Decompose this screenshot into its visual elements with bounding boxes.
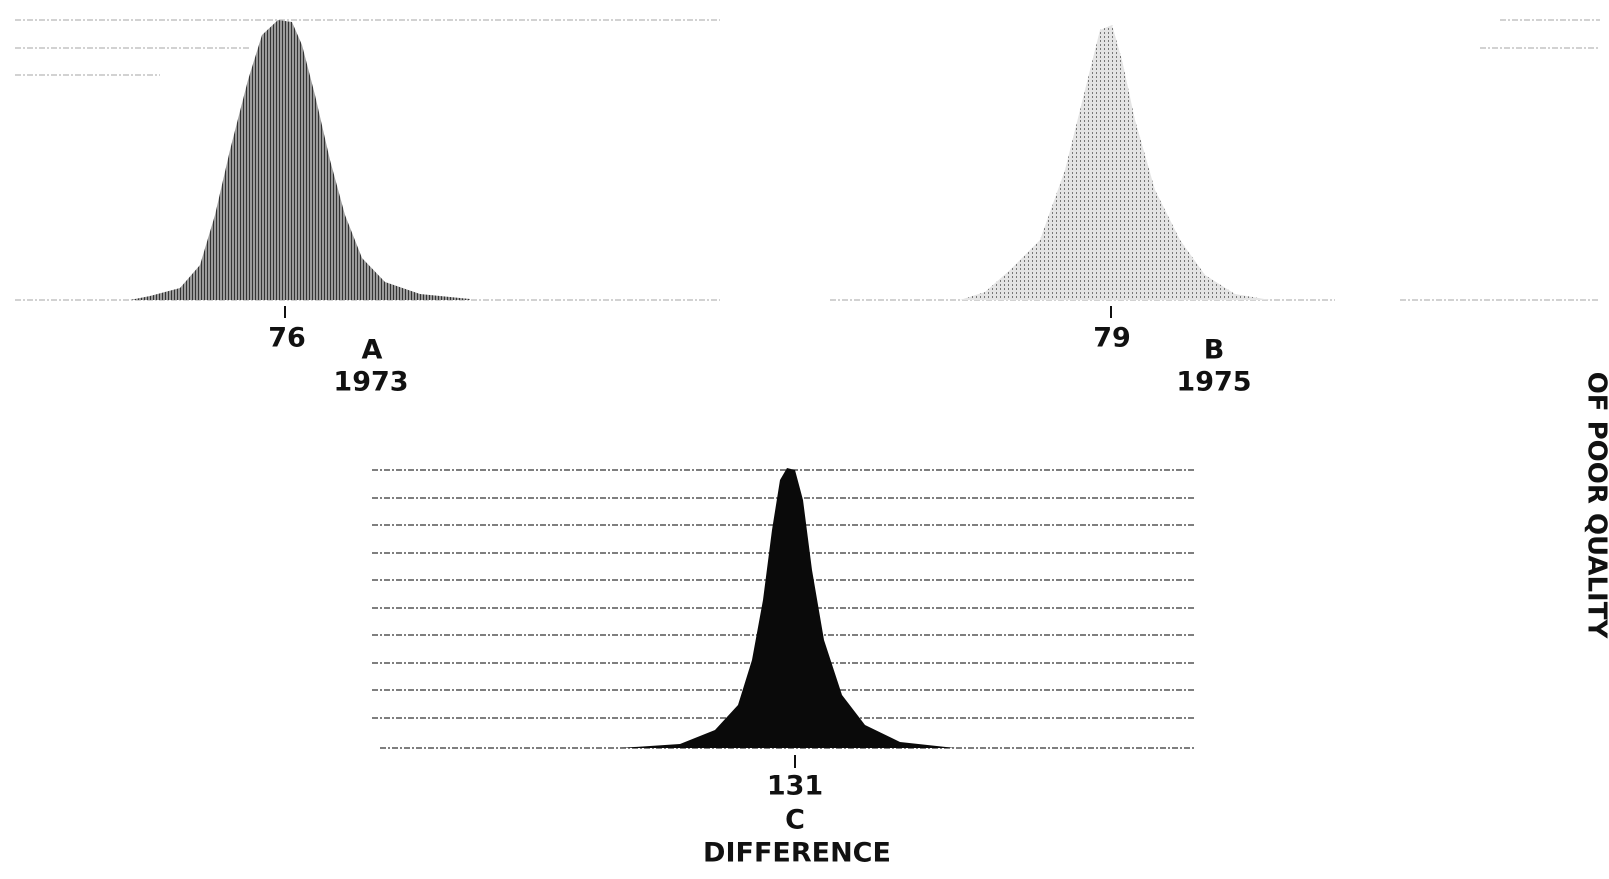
peak-label: 79 xyxy=(1093,323,1131,354)
figure: 76 A 1973 79 B 1975 131 C DIFFERENCE OF … xyxy=(0,0,1609,879)
panel-letter: C xyxy=(785,805,805,836)
panel-caption: 1973 xyxy=(333,367,408,398)
panel-caption: DIFFERENCE xyxy=(703,838,891,869)
margin-note: OF POOR QUALITY xyxy=(1582,372,1609,640)
panel-letter: A xyxy=(362,335,383,366)
histogram-b xyxy=(960,25,1270,300)
panel-caption: 1975 xyxy=(1176,367,1251,398)
peak-label: 131 xyxy=(767,771,823,802)
peak-label: 76 xyxy=(268,323,306,354)
panel-letter: B xyxy=(1204,335,1225,366)
histogram-a xyxy=(130,20,470,300)
